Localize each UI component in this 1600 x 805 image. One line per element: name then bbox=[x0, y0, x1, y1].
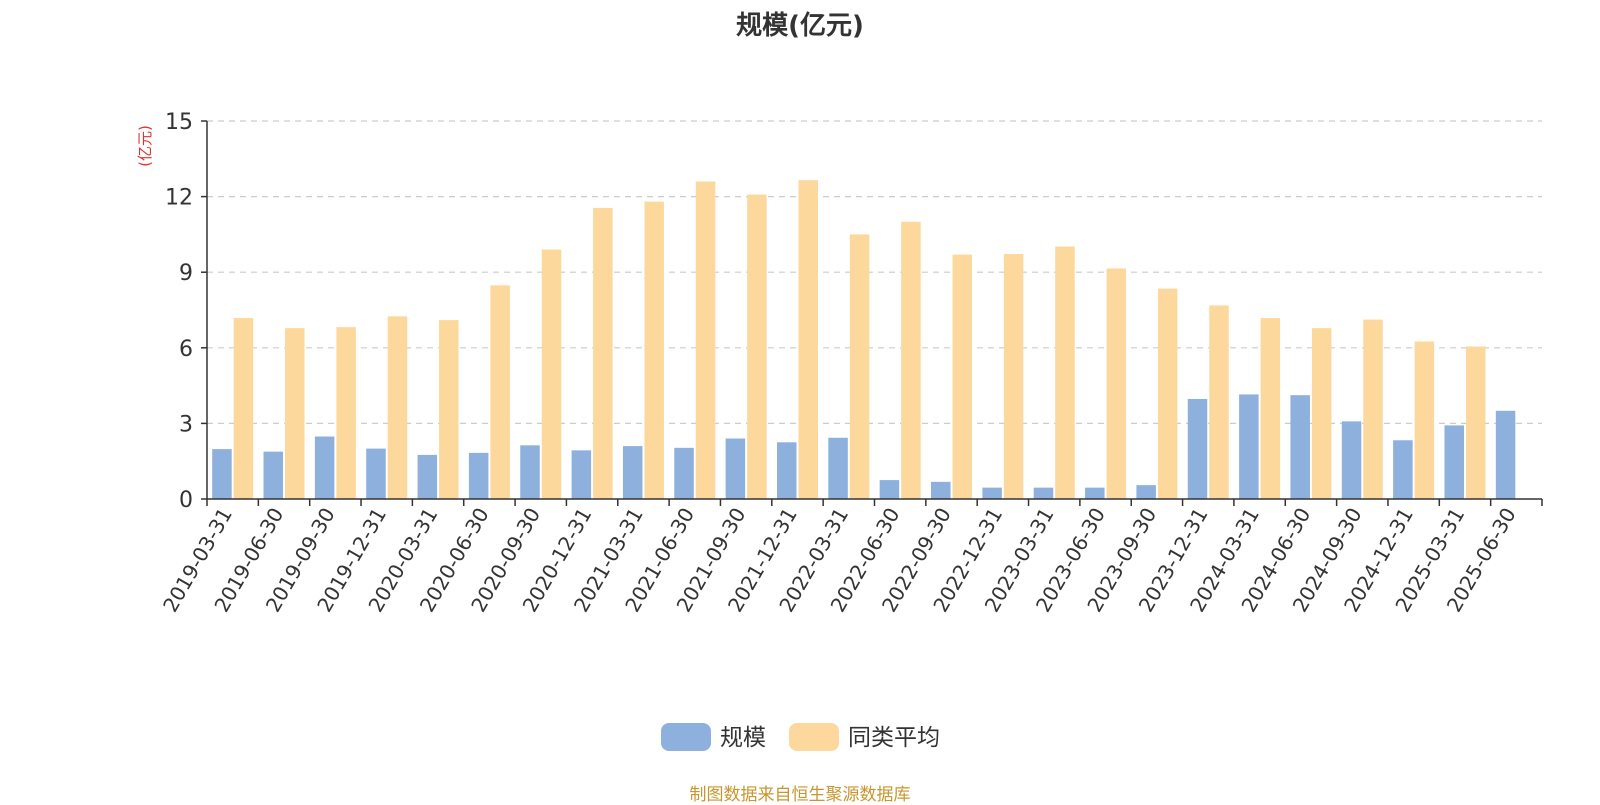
bar-peer-average bbox=[1311, 328, 1332, 499]
bar-scale bbox=[1393, 440, 1413, 499]
bar-peer-average bbox=[849, 234, 870, 499]
bar-scale bbox=[828, 437, 848, 499]
bar-peer-average bbox=[439, 320, 459, 499]
bar-peer-average bbox=[541, 249, 562, 499]
y-tick-label: 6 bbox=[179, 337, 193, 362]
bar-scale bbox=[520, 445, 540, 499]
bar-scale bbox=[622, 446, 643, 499]
y-tick-label: 12 bbox=[165, 186, 193, 211]
bar-scale bbox=[314, 436, 335, 499]
bar-peer-average bbox=[901, 221, 921, 500]
bar-peer-average bbox=[1209, 305, 1229, 499]
bar-scale bbox=[468, 452, 489, 499]
bar-peer-average bbox=[1465, 346, 1486, 499]
legend: 规模 同类平均 bbox=[661, 723, 940, 751]
bar-peer-average bbox=[1414, 341, 1435, 499]
y-tick-label: 15 bbox=[165, 110, 193, 135]
bar-peer-average bbox=[490, 285, 510, 499]
bar-peer-average bbox=[1157, 288, 1178, 499]
bar-peer-average bbox=[593, 207, 613, 499]
bar-scale bbox=[1033, 487, 1054, 499]
y-tick-label: 3 bbox=[179, 412, 193, 437]
bar-peer-average bbox=[1055, 246, 1075, 499]
bar-scale bbox=[212, 449, 232, 499]
y-tick-label: 0 bbox=[179, 488, 193, 513]
source-note: 制图数据来自恒生聚源数据库 bbox=[689, 785, 911, 805]
bar-peer-average bbox=[1363, 319, 1383, 499]
bar-scale bbox=[931, 481, 951, 499]
bar-peer-average bbox=[644, 201, 664, 499]
chart-title: 规模(亿元) bbox=[736, 11, 864, 41]
bar-scale bbox=[1444, 425, 1464, 499]
bar-peer-average bbox=[387, 316, 408, 499]
bar-scale bbox=[982, 487, 1002, 499]
bar-peer-average bbox=[285, 328, 305, 499]
bar-scale bbox=[263, 451, 284, 499]
bar-scale bbox=[417, 454, 438, 499]
bar-scale bbox=[571, 450, 592, 499]
bar-peer-average bbox=[798, 180, 818, 499]
bar-peer-average bbox=[1106, 268, 1127, 499]
bar-scale bbox=[1495, 410, 1516, 499]
bar-peer-average bbox=[233, 318, 254, 499]
bar-peer-average bbox=[952, 254, 973, 499]
legend-swatch-scale bbox=[661, 723, 711, 751]
bar-layer bbox=[212, 180, 1516, 500]
bar-scale bbox=[776, 442, 797, 499]
bar-peer-average bbox=[1003, 254, 1024, 499]
bar-peer-average bbox=[336, 327, 356, 499]
bar-scale bbox=[1290, 395, 1310, 499]
legend-swatch-peer-average bbox=[789, 723, 839, 751]
legend-label-peer-average: 同类平均 bbox=[848, 725, 940, 751]
y-axis-unit-label: (亿元) bbox=[136, 125, 154, 167]
bar-scale bbox=[366, 448, 386, 499]
bar-scale bbox=[674, 447, 694, 499]
bar-scale bbox=[1239, 394, 1259, 499]
bar-scale bbox=[1136, 485, 1156, 499]
bar-scale bbox=[879, 480, 900, 499]
bar-peer-average bbox=[747, 194, 767, 500]
legend-label-scale: 规模 bbox=[720, 725, 766, 751]
grid-layer bbox=[207, 120, 1542, 424]
bar-peer-average bbox=[1260, 318, 1281, 499]
bar-scale bbox=[725, 438, 746, 499]
bar-peer-average bbox=[695, 181, 716, 500]
bar-scale bbox=[1187, 398, 1208, 499]
bar-scale bbox=[1085, 487, 1105, 499]
bar-scale bbox=[1341, 421, 1362, 499]
y-tick-label: 9 bbox=[179, 261, 193, 286]
